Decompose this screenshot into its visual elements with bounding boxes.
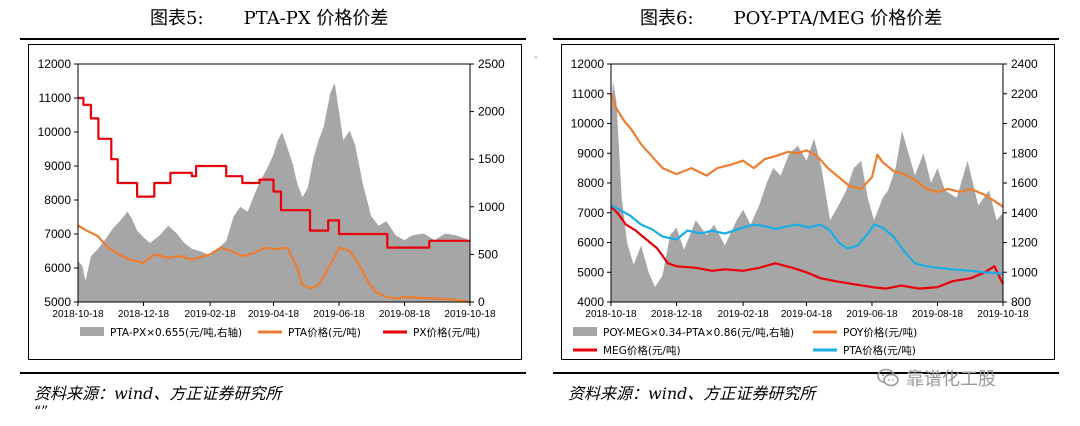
x-tick-label: 2019-02-18 bbox=[718, 309, 770, 320]
y-right-tick-label: 1000 bbox=[478, 200, 505, 214]
y-left-tick-label: 11000 bbox=[572, 87, 605, 101]
y-right-tick-label: 500 bbox=[478, 247, 498, 261]
rule-left-bottom bbox=[20, 372, 526, 374]
rule-right-top bbox=[553, 38, 1059, 40]
x-tick-label: 2019-04-18 bbox=[248, 309, 300, 320]
x-tick-label: 2018-12-18 bbox=[118, 309, 170, 320]
plot-border bbox=[77, 63, 471, 303]
y-right-tick-label: 2200 bbox=[1011, 87, 1038, 101]
legend-swatch-0 bbox=[573, 327, 597, 336]
wechat-icon bbox=[877, 368, 899, 387]
y-right-tick-label: 800 bbox=[1011, 295, 1031, 309]
chart-right: 4000 5000 6000 7000 8000 9000 10000 11000 12000 8… bbox=[561, 44, 1055, 360]
x-tick-label: 2019-04-18 bbox=[781, 309, 833, 320]
legend-label-2: MEG价格(元/吨) bbox=[603, 344, 681, 357]
legend-label-2: PX价格(元/吨) bbox=[413, 326, 480, 339]
y-left-tick-label: 5000 bbox=[577, 265, 604, 279]
y-left-tick-label: 12000 bbox=[38, 57, 72, 71]
y-right-tick-label: 1000 bbox=[1011, 265, 1038, 279]
watermark: 靠谱化工股 bbox=[876, 364, 996, 392]
legend-label-3: PTA价格(元/吨) bbox=[843, 344, 916, 357]
series-line-2 bbox=[610, 205, 1004, 290]
legend-label-0: PTA-PX×0.655(元/吨,右轴) bbox=[110, 326, 242, 339]
dash-mark: - bbox=[534, 52, 538, 63]
y-left-tick-label: 6000 bbox=[44, 261, 71, 275]
rule-left-top bbox=[20, 38, 526, 40]
y-right-tick-label: 1200 bbox=[1011, 236, 1038, 250]
y-right-tick-label: 2000 bbox=[478, 105, 505, 119]
x-tick-label: 2019-06-18 bbox=[313, 309, 365, 320]
y-right-tick-label: 2400 bbox=[1011, 57, 1038, 71]
chart-title-right: 图表6: POY-PTA/MEG 价格价差 bbox=[640, 8, 943, 29]
extra-note: “” bbox=[34, 404, 49, 420]
source-note-left: 资料来源：wind、方正证券研究所 bbox=[34, 384, 282, 403]
legend-label-0: POY-MEG×0.34-PTA×0.86(元/吨,右轴) bbox=[603, 326, 794, 339]
watermark-text: 靠谱化工股 bbox=[906, 369, 996, 390]
x-tick-label: 2019-08-18 bbox=[379, 309, 431, 320]
series-area-0 bbox=[611, 81, 1003, 302]
x-tick-label: 2019-02-18 bbox=[185, 309, 237, 320]
series-line-3 bbox=[610, 204, 1004, 275]
y-right-tick-label: 0 bbox=[478, 295, 485, 309]
y-right-tick-label: 2000 bbox=[1011, 117, 1038, 131]
y-left-tick-label: 8000 bbox=[577, 176, 604, 190]
y-right-tick-label: 1400 bbox=[1011, 206, 1038, 220]
y-left-tick-label: 4000 bbox=[577, 295, 604, 309]
chart-left: 5000 6000 7000 8000 9000 10000 11000 12000 0 500 1… bbox=[28, 44, 522, 360]
x-tick-label: 2019-08-18 bbox=[912, 309, 964, 320]
y-left-tick-label: 9000 bbox=[577, 146, 604, 160]
y-left-tick-label: 10000 bbox=[38, 125, 72, 139]
y-left-tick-label: 7000 bbox=[44, 227, 71, 241]
y-left-tick-label: 11000 bbox=[39, 91, 72, 105]
series-line-1 bbox=[77, 224, 471, 304]
y-left-tick-label: 5000 bbox=[44, 295, 71, 309]
x-tick-label: 2019-10-18 bbox=[444, 309, 496, 320]
source-note-right: 资料来源：wind、方正证券研究所 bbox=[568, 384, 816, 403]
y-right-tick-label: 2500 bbox=[478, 57, 505, 71]
legend-label-1: POY价格(元/吨) bbox=[843, 326, 917, 339]
legend-label-1: PTA价格(元/吨) bbox=[288, 326, 361, 339]
rule-right-bottom bbox=[553, 372, 1059, 374]
legend-swatch-0 bbox=[80, 327, 104, 336]
x-tick-label: 2018-10-18 bbox=[585, 309, 637, 320]
y-left-tick-label: 7000 bbox=[577, 206, 604, 220]
y-left-tick-label: 10000 bbox=[571, 117, 605, 131]
chart-title-left: 图表5: PTA-PX 价格价差 bbox=[150, 8, 389, 29]
y-right-tick-label: 1600 bbox=[1011, 176, 1038, 190]
x-tick-label: 2018-12-18 bbox=[651, 309, 703, 320]
series-line-2 bbox=[78, 96, 470, 249]
y-left-tick-label: 6000 bbox=[577, 236, 604, 250]
series-line-1 bbox=[609, 93, 1004, 208]
x-tick-label: 2019-06-18 bbox=[846, 309, 898, 320]
y-left-tick-label: 9000 bbox=[44, 159, 71, 173]
y-left-tick-label: 12000 bbox=[571, 57, 605, 71]
y-right-tick-label: 1500 bbox=[478, 152, 505, 166]
y-left-tick-label: 8000 bbox=[44, 193, 71, 207]
x-tick-label: 2018-10-18 bbox=[52, 309, 104, 320]
x-tick-label: 2019-10-18 bbox=[977, 309, 1029, 320]
y-right-tick-label: 1800 bbox=[1011, 146, 1038, 160]
